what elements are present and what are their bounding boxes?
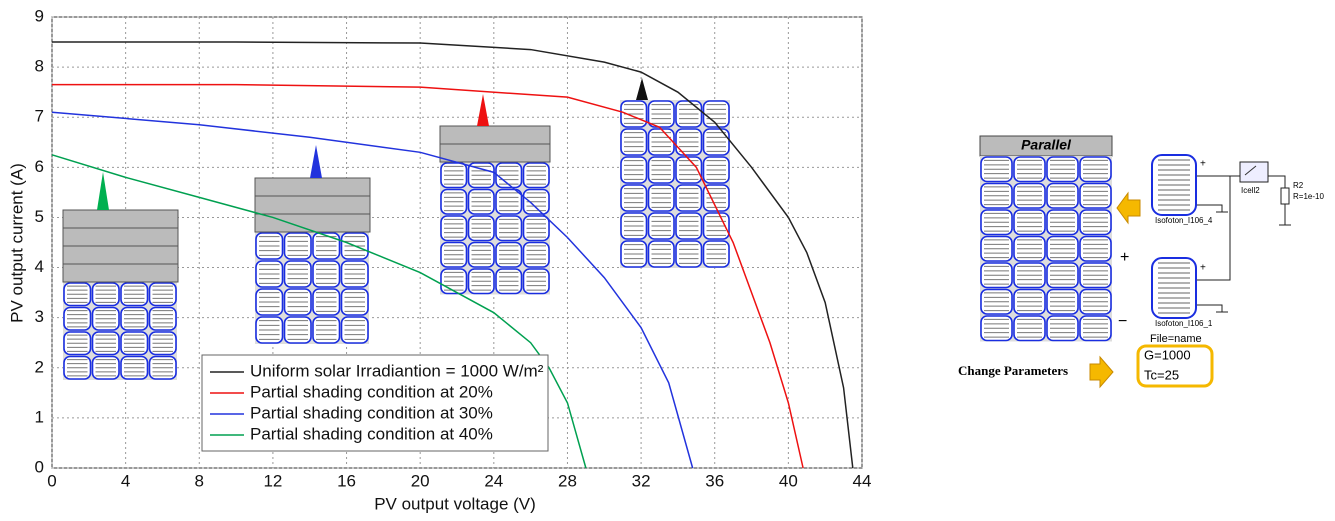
y-tick-label: 9 — [35, 6, 44, 25]
x-tick-label: 16 — [337, 471, 356, 490]
circuit — [1196, 161, 1291, 313]
y-tick-label: 5 — [35, 207, 44, 226]
y-axis-label: PV output current (A) — [7, 163, 26, 323]
solar-panel — [620, 100, 730, 268]
marker-triangle — [97, 172, 109, 210]
y-tick-label: 7 — [35, 107, 44, 126]
legend-label: Partial shading condition at 30% — [250, 403, 493, 422]
parameter-box — [1136, 344, 1214, 388]
legend-label: Uniform solar Irradiantion = 1000 W/m² — [250, 361, 544, 380]
y-tick-label: 4 — [35, 257, 44, 276]
meter-label: Icell2 — [1241, 186, 1260, 195]
parameter: Tc=25 — [1144, 367, 1179, 382]
panel-back — [620, 100, 730, 268]
x-tick-label: 28 — [558, 471, 577, 490]
resistor-label: R2 — [1293, 181, 1304, 190]
x-tick-label: 8 — [195, 471, 204, 490]
y-tick-label: 8 — [35, 57, 44, 76]
x-tick-label: 4 — [121, 471, 130, 490]
plus: + — [1120, 249, 1129, 266]
series-line — [51, 111, 694, 469]
module-label: Isofoton_I106_1 — [1155, 319, 1213, 328]
marker-triangle — [636, 78, 648, 100]
x-tick-label: 40 — [779, 471, 798, 490]
plus: + — [1200, 263, 1206, 274]
resistor-value: R=1e-10 — [1293, 192, 1324, 201]
marker-triangle — [477, 94, 489, 126]
y-tick-label: 1 — [35, 407, 44, 426]
file-label: File=name — [1150, 333, 1202, 345]
y-tick-label: 6 — [35, 157, 44, 176]
shade — [254, 177, 371, 233]
legend — [201, 354, 549, 452]
change-label: Change Parameters — [958, 363, 1068, 378]
module-label: Isofoton_I106_4 — [1155, 216, 1213, 225]
x-tick-label: 32 — [632, 471, 651, 490]
legend-label: Partial shading condition at 20% — [250, 382, 493, 401]
x-tick-label: 0 — [47, 471, 56, 490]
parameter: G=1000 — [1144, 347, 1191, 362]
solar-panel — [440, 162, 550, 295]
marker-triangle — [310, 145, 322, 178]
x-tick-label: 12 — [263, 471, 282, 490]
y-tick-label: 3 — [35, 307, 44, 326]
solar-panel — [255, 232, 369, 344]
x-tick-label: 44 — [853, 471, 872, 490]
arrow — [1089, 355, 1114, 389]
arrow — [1116, 191, 1141, 225]
x-tick-label: 24 — [484, 471, 503, 490]
x-axis-label: PV output voltage (V) — [374, 494, 536, 513]
module — [1151, 257, 1197, 319]
series-line — [52, 41, 854, 469]
solar-panel — [980, 156, 1112, 342]
x-tick-label: 20 — [411, 471, 430, 490]
solar-panel — [63, 282, 177, 380]
module — [1151, 154, 1197, 216]
plus: + — [1200, 159, 1206, 170]
panel-title: Parallel — [1021, 137, 1072, 153]
series-line — [51, 154, 587, 469]
series-line — [52, 83, 804, 469]
y-tick-label: 0 — [35, 457, 44, 476]
legend-label: Partial shading condition at 40% — [250, 424, 493, 443]
x-tick-label: 36 — [705, 471, 724, 490]
minus: − — [1118, 313, 1127, 330]
y-tick-label: 2 — [35, 357, 44, 376]
